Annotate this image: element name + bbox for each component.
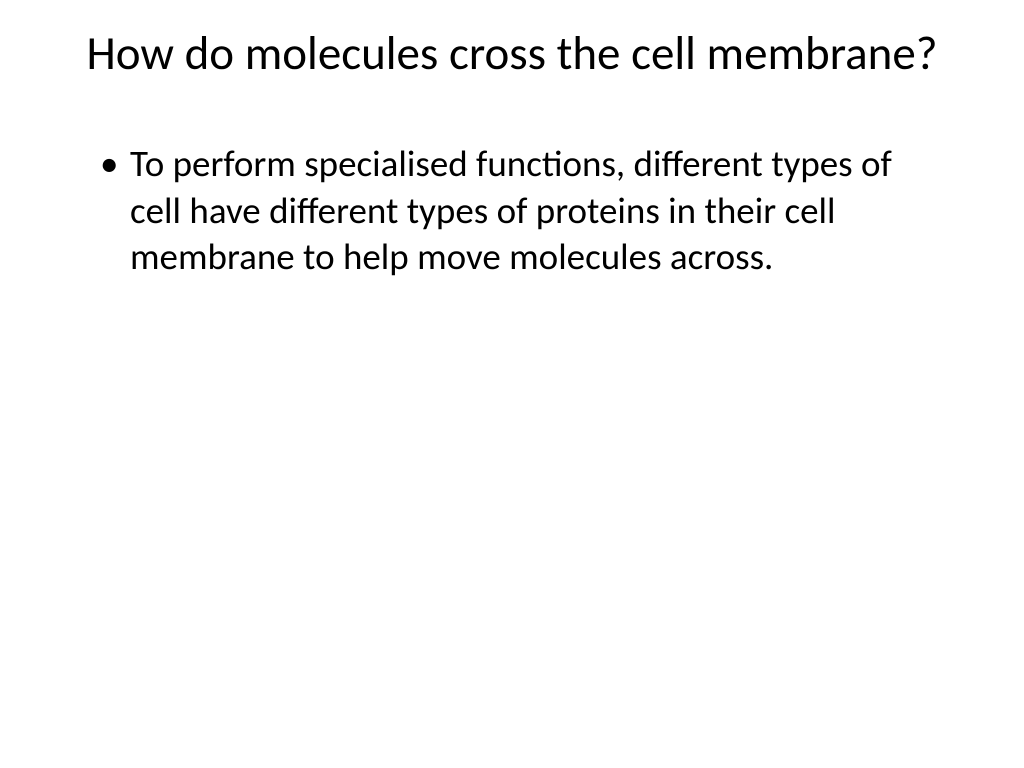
- slide-content: To perform specialised functions, differ…: [65, 141, 959, 280]
- bullet-item: To perform specialised functions, differ…: [100, 141, 949, 280]
- slide-title: How do molecules cross the cell membrane…: [65, 25, 959, 81]
- slide-container: How do molecules cross the cell membrane…: [0, 0, 1024, 768]
